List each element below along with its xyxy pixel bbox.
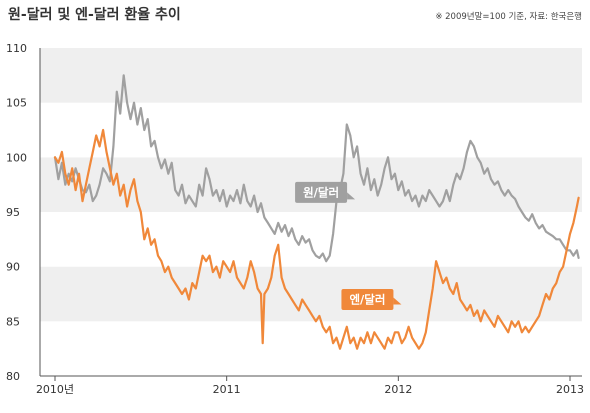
jpy-usd-line xyxy=(53,128,580,350)
grid-band xyxy=(40,48,582,103)
label-pointer xyxy=(347,192,356,200)
jpy-usd-label: 엔/달러 xyxy=(341,288,402,310)
label-box xyxy=(341,288,394,310)
y-tick-label: 110 xyxy=(6,42,27,55)
grid-band xyxy=(40,212,582,267)
y-tick-label: 100 xyxy=(6,151,27,164)
krw-usd-line xyxy=(53,74,580,263)
x-tick-label: 2013 xyxy=(556,383,584,396)
x-tick-label: 2011 xyxy=(213,383,241,396)
x-tick-label: 2010년 xyxy=(36,383,74,396)
label-box xyxy=(295,181,348,203)
label-text: 원/달러 xyxy=(303,185,339,199)
grid-band xyxy=(40,321,582,376)
y-tick-label: 95 xyxy=(6,206,20,219)
source-note: ※ 2009년말=100 기준, 자료: 한국은행 xyxy=(435,12,582,22)
y-tick-label: 85 xyxy=(6,315,20,328)
y-tick-label: 105 xyxy=(6,97,27,110)
axes: 80 85 90 95 100 105 110 2010년 2011 2012 2013 xyxy=(6,42,584,396)
y-tick-label: 80 xyxy=(6,370,20,383)
x-tick-label: 2012 xyxy=(384,383,412,396)
krw-usd-label: 원/달러 xyxy=(295,181,356,203)
chart-title: 원-달러 및 엔-달러 환율 추이 xyxy=(8,7,181,23)
series-labels: 원/달러엔/달러 xyxy=(295,181,402,310)
label-text: 엔/달러 xyxy=(349,292,385,306)
y-tick-label: 90 xyxy=(6,261,20,274)
label-pointer xyxy=(393,297,402,305)
series-lines xyxy=(53,74,580,350)
grid-band xyxy=(40,102,582,158)
